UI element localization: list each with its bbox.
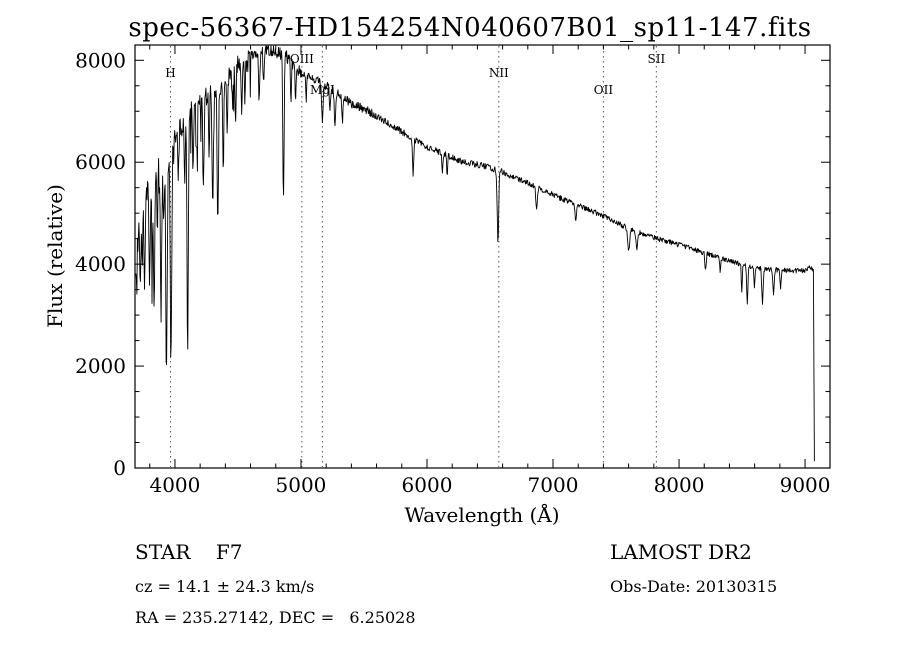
y-tick-label: 6000 xyxy=(75,150,126,174)
y-tick-label: 0 xyxy=(113,456,126,480)
axis-tick-labels: 4000 5000 6000 7000 8000 9000 0 2000 4000 6000 800… xyxy=(75,48,830,497)
cz-value: cz = 14.1 ± 24.3 km/s xyxy=(135,577,315,596)
object-class-label: STAR F7 xyxy=(135,540,243,564)
axis-ticks xyxy=(135,45,830,469)
survey-label: LAMOST DR2 xyxy=(610,540,752,564)
x-tick-label: 9000 xyxy=(780,473,831,497)
ra-dec-label: RA = 235.27142, DEC = 6.25028 xyxy=(135,608,416,627)
plot-title: spec-56367-HD154254N040607B01_sp11-147.f… xyxy=(128,13,812,43)
x-tick-label: 7000 xyxy=(528,473,579,497)
x-tick-label: 4000 xyxy=(149,473,200,497)
x-tick-label: 5000 xyxy=(276,473,327,497)
spectral-line-label: OII xyxy=(594,83,614,97)
spectrum-curve xyxy=(135,45,815,462)
spectral-line-label: NII xyxy=(489,66,509,80)
y-axis-label: Flux (relative) xyxy=(43,184,67,328)
x-tick-label: 8000 xyxy=(654,473,705,497)
spectral-line-label: H xyxy=(165,66,175,80)
plot-border xyxy=(134,44,831,469)
y-tick-label: 2000 xyxy=(75,354,126,378)
spectral-line-label: OIII xyxy=(290,52,314,66)
y-tick-label: 8000 xyxy=(75,48,126,72)
obs-date-label: Obs-Date: 20130315 xyxy=(610,577,778,596)
y-tick-label: 4000 xyxy=(75,252,126,276)
x-axis-label: Wavelength (Å) xyxy=(404,503,560,527)
x-tick-label: 6000 xyxy=(402,473,453,497)
spectral-line-label: SII xyxy=(647,52,665,66)
